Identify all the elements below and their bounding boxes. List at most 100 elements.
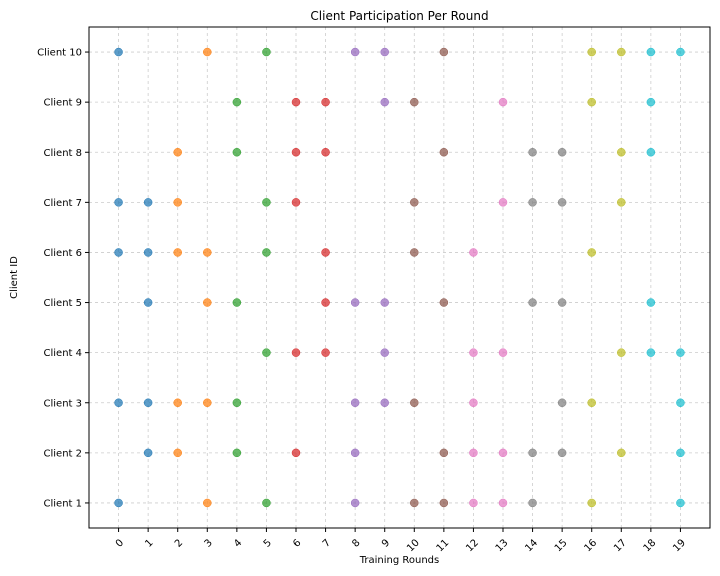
data-point — [173, 448, 182, 458]
data-point — [439, 448, 449, 458]
data-point — [203, 298, 212, 307]
data-point — [498, 97, 508, 107]
data-point — [380, 97, 389, 107]
y-axis: Client 1 Client 2 Client 3 Client 4 Client 5… — [37, 48, 89, 509]
x-tick-label: 7 — [321, 537, 333, 549]
x-tick-label: 8 — [350, 537, 362, 549]
data-point — [617, 348, 626, 357]
data-point — [114, 248, 123, 257]
data-point — [380, 298, 389, 307]
data-point — [617, 148, 626, 157]
data-point — [528, 448, 537, 458]
data-point — [262, 198, 271, 207]
data-point — [262, 47, 271, 57]
data-point — [143, 398, 153, 407]
data-point — [143, 198, 153, 207]
data-point — [232, 448, 242, 458]
data-point — [380, 47, 389, 57]
data-point — [676, 348, 685, 357]
data-point — [203, 47, 212, 57]
data-point — [291, 148, 301, 157]
x-axis: 0 1 2 3 4 5 6 7 8 9 10 11 12 13 14 15 16 17 18 19 — [114, 528, 688, 554]
data-point — [262, 348, 271, 357]
x-tick-label: 6 — [291, 537, 303, 549]
data-point — [469, 448, 478, 458]
y-tick-label: Client 8 — [44, 148, 83, 159]
data-point — [410, 498, 419, 508]
data-point — [587, 498, 596, 508]
y-tick-label: Client 4 — [44, 348, 83, 359]
data-point — [350, 398, 360, 407]
x-tick-label: 13 — [494, 537, 511, 554]
data-point — [528, 498, 537, 508]
data-point — [617, 448, 626, 458]
x-tick-label: 19 — [671, 537, 688, 554]
data-point — [439, 47, 449, 57]
data-point — [528, 198, 537, 207]
data-point — [557, 298, 567, 307]
data-point — [587, 97, 596, 107]
data-point — [557, 448, 567, 458]
data-point — [528, 148, 537, 157]
x-tick-label: 11 — [435, 537, 452, 554]
data-point — [587, 47, 596, 57]
data-point — [232, 398, 242, 407]
data-point — [350, 498, 360, 508]
data-point — [173, 398, 182, 407]
y-tick-label: Client 3 — [44, 398, 83, 409]
data-point — [557, 198, 567, 207]
data-point — [203, 248, 212, 257]
data-point — [232, 298, 242, 307]
data-point — [439, 148, 449, 157]
data-point — [350, 298, 360, 307]
data-point — [350, 47, 360, 57]
x-tick-label: 2 — [173, 537, 185, 549]
x-tick-label: 18 — [642, 537, 659, 554]
x-tick-label: 4 — [232, 537, 244, 549]
data-point — [262, 248, 271, 257]
data-point — [439, 498, 449, 508]
data-point — [646, 148, 656, 157]
data-point — [321, 97, 330, 107]
data-point — [262, 498, 271, 508]
data-point — [410, 97, 419, 107]
data-point — [410, 398, 419, 407]
x-tick-label: 16 — [582, 537, 599, 554]
data-point — [676, 398, 685, 407]
data-point — [232, 97, 242, 107]
data-point — [291, 97, 301, 107]
data-point — [498, 448, 508, 458]
data-point — [291, 448, 301, 458]
data-point — [143, 298, 153, 307]
data-point — [646, 47, 656, 57]
x-tick-label: 5 — [262, 537, 274, 549]
data-points — [114, 47, 685, 508]
data-point — [557, 398, 567, 407]
data-point — [587, 248, 596, 257]
x-axis-label: Training Rounds — [359, 555, 440, 566]
y-tick-label: Client 10 — [37, 48, 82, 59]
data-point — [321, 248, 330, 257]
data-point — [469, 398, 478, 407]
data-point — [173, 248, 182, 257]
data-point — [498, 348, 508, 357]
data-point — [617, 47, 626, 57]
data-point — [676, 498, 685, 508]
data-point — [143, 448, 153, 458]
x-tick-label: 1 — [143, 537, 155, 549]
data-point — [557, 148, 567, 157]
x-tick-label: 17 — [612, 537, 629, 554]
data-point — [114, 498, 123, 508]
data-point — [203, 398, 212, 407]
data-point — [114, 198, 123, 207]
y-tick-label: Client 5 — [44, 298, 83, 309]
data-point — [498, 498, 508, 508]
data-point — [380, 398, 389, 407]
data-point — [469, 498, 478, 508]
data-point — [321, 148, 330, 157]
data-point — [291, 348, 301, 357]
data-point — [203, 498, 212, 508]
y-tick-label: Client 6 — [44, 248, 83, 259]
x-tick-label: 0 — [114, 537, 126, 549]
